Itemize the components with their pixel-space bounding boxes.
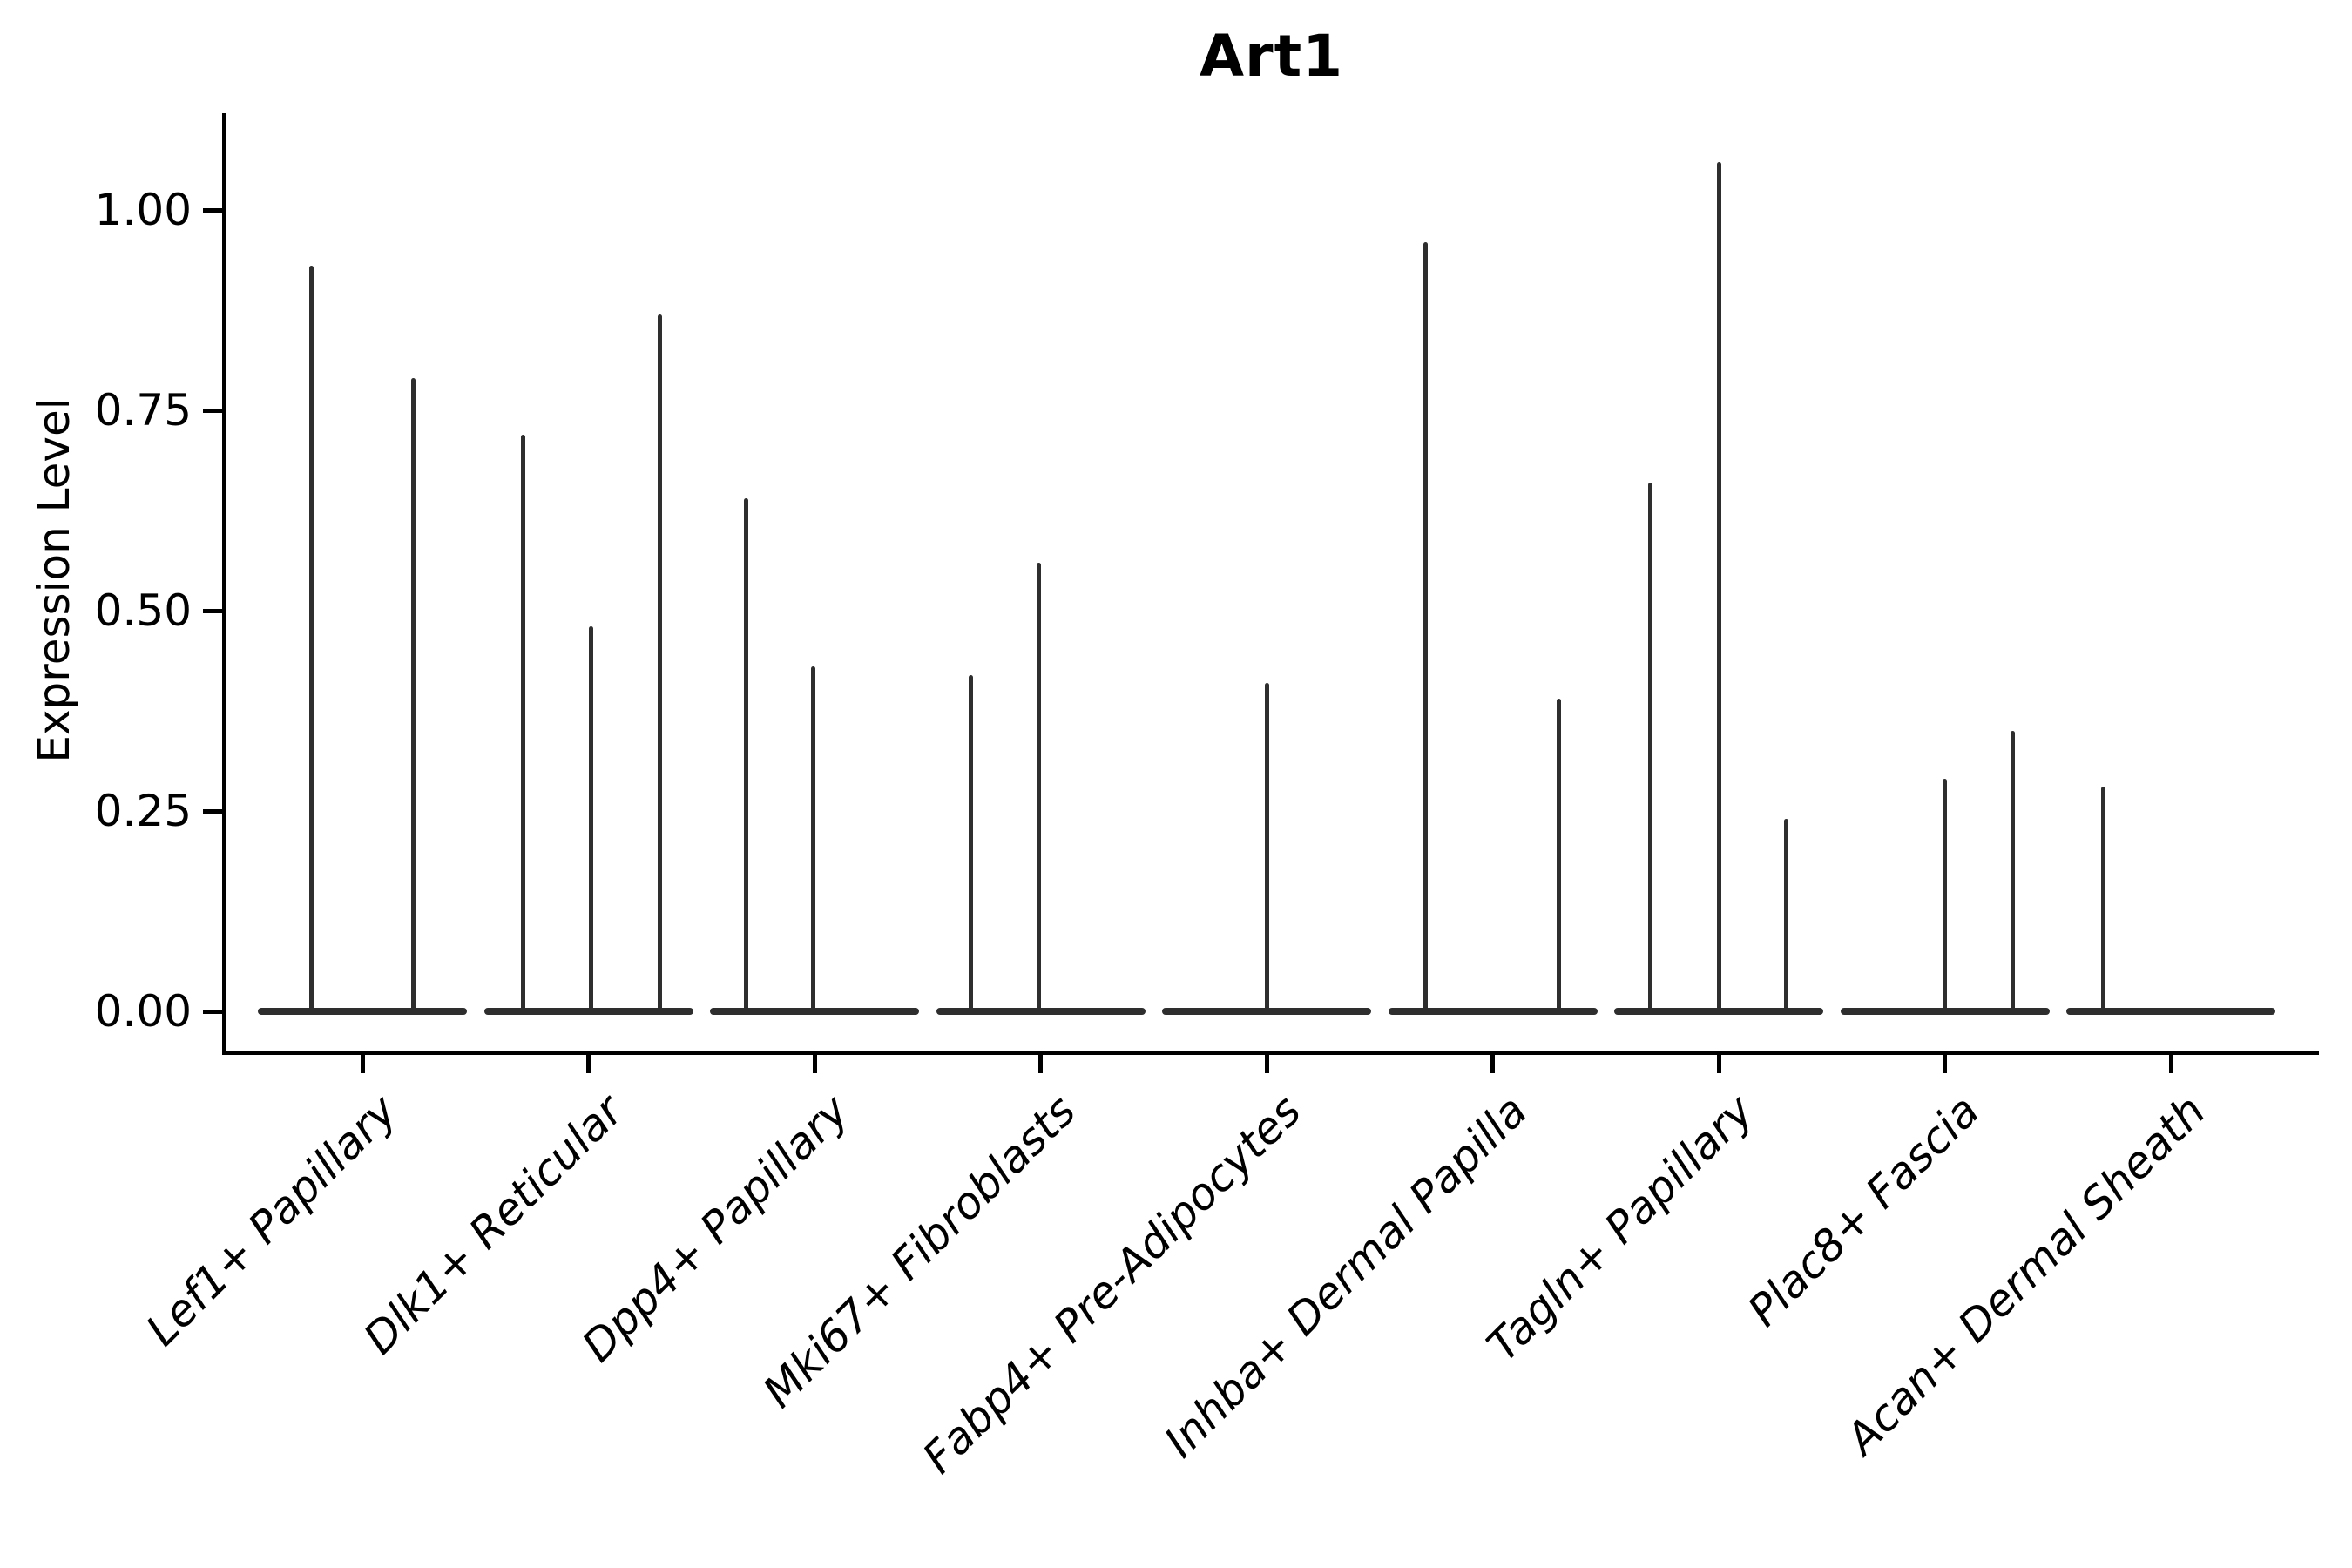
x-axis-spine <box>222 1051 2319 1055</box>
y-tick-mark <box>203 207 223 213</box>
x-tick-mark <box>812 1055 817 1073</box>
x-tick-mark <box>360 1055 365 1073</box>
y-tick-label: 0.25 <box>94 786 192 836</box>
y-tick-label: 0.00 <box>94 986 192 1037</box>
x-tick-mark <box>1038 1055 1043 1073</box>
x-tick-mark <box>586 1055 591 1073</box>
y-tick-mark <box>203 608 223 613</box>
x-tick-label: Acan+ Dermal Sheath <box>1836 1085 2216 1464</box>
violin-spike <box>308 266 314 1014</box>
chart-title: Art1 <box>1199 23 1344 90</box>
x-tick-mark <box>1490 1055 1495 1073</box>
y-tick-mark <box>203 1009 223 1014</box>
violin-spike <box>1423 241 1428 1014</box>
x-tick-label: Plac8+ Fascia <box>1738 1085 1990 1336</box>
violin-spike <box>658 314 662 1014</box>
violin-spike <box>743 498 748 1014</box>
violin-spike <box>589 626 593 1014</box>
x-tick-mark <box>2168 1055 2173 1073</box>
violin-spike <box>1264 682 1269 1014</box>
x-tick-label: Fabp4+ Pre-Adipocytes <box>913 1085 1312 1484</box>
x-tick-mark <box>1943 1055 1947 1073</box>
violin-base <box>2066 1008 2275 1015</box>
violin-spike <box>1783 819 1788 1014</box>
y-tick-label: 0.50 <box>94 585 192 636</box>
y-tick-label: 1.00 <box>94 185 192 235</box>
violin-spike <box>1716 161 1721 1014</box>
violin-base <box>1388 1008 1598 1015</box>
violin-base <box>483 1008 693 1015</box>
x-tick-label: Inhba+ Dermal Papilla <box>1155 1085 1538 1468</box>
violin-spike <box>2100 787 2105 1014</box>
x-tick-mark <box>1716 1055 1721 1073</box>
violin-spike <box>521 434 525 1014</box>
violin-spike <box>810 666 815 1014</box>
violin-spike <box>2011 731 2015 1014</box>
violin-spike <box>1647 482 1652 1014</box>
y-tick-mark <box>203 408 223 413</box>
y-tick-label: 0.75 <box>94 385 192 436</box>
violin-base <box>258 1008 467 1015</box>
violin-spike <box>410 378 416 1014</box>
violin-spike <box>1557 699 1561 1014</box>
y-axis-spine <box>222 113 226 1055</box>
violin-spike <box>969 674 973 1014</box>
violin-spike <box>1037 562 1041 1014</box>
x-tick-mark <box>1264 1055 1269 1073</box>
violin-spike <box>1943 779 1947 1014</box>
y-tick-mark <box>203 808 223 814</box>
